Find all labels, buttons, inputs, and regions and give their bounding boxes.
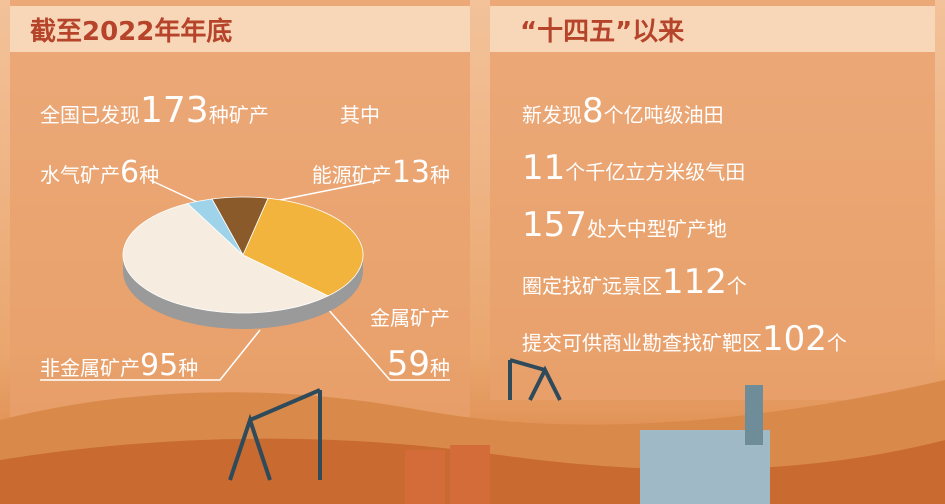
text-part: 种矿产	[209, 103, 269, 127]
text-part: 157	[522, 205, 587, 245]
text-part: 种	[430, 163, 450, 187]
text-part: 13	[392, 155, 430, 190]
right-title: “十四五”以来	[520, 17, 685, 47]
text-part: 个千亿立方米级气田	[565, 160, 745, 184]
text-part: 能源矿产	[312, 163, 392, 187]
text-part: 8	[582, 91, 604, 131]
text-part: 个亿吨级油田	[604, 103, 724, 127]
text-part: 112	[662, 262, 727, 302]
text-part: 种	[139, 163, 159, 187]
text-part: 11	[522, 148, 565, 188]
chimney	[745, 385, 763, 445]
text-part: 圈定找矿远景区	[522, 274, 662, 298]
text-part: 6	[120, 155, 139, 190]
infographic: 截至2022年年底 “十四五”以来 全国已发现173种矿产其中水气矿产6种能源矿…	[0, 0, 945, 504]
slice-label: 金属矿产	[370, 306, 450, 330]
text-part: 处大中型矿产地	[587, 217, 727, 241]
text-part: 金属矿产	[370, 306, 450, 330]
tank	[450, 445, 490, 504]
text-part: 种	[178, 356, 198, 380]
text-part: 59	[387, 344, 430, 384]
text-part: 水气矿产	[40, 163, 120, 187]
text-part: 非金属矿产	[40, 356, 140, 380]
text-part: 个	[827, 331, 847, 355]
text-part: 95	[140, 348, 178, 383]
text-part: 新发现	[522, 103, 582, 127]
text-part: 个	[727, 274, 747, 298]
text-part: 种	[430, 356, 450, 380]
text-part: 全国已发现	[40, 103, 140, 127]
text-part: 提交可供商业勘查找矿靶区	[522, 331, 762, 355]
text-part: 102	[762, 319, 827, 359]
intro-note: 其中	[340, 103, 380, 127]
pie-chart	[123, 197, 363, 329]
left-title: 截至2022年年底	[30, 16, 232, 47]
text-part: 173	[140, 90, 209, 131]
tank	[405, 450, 445, 504]
